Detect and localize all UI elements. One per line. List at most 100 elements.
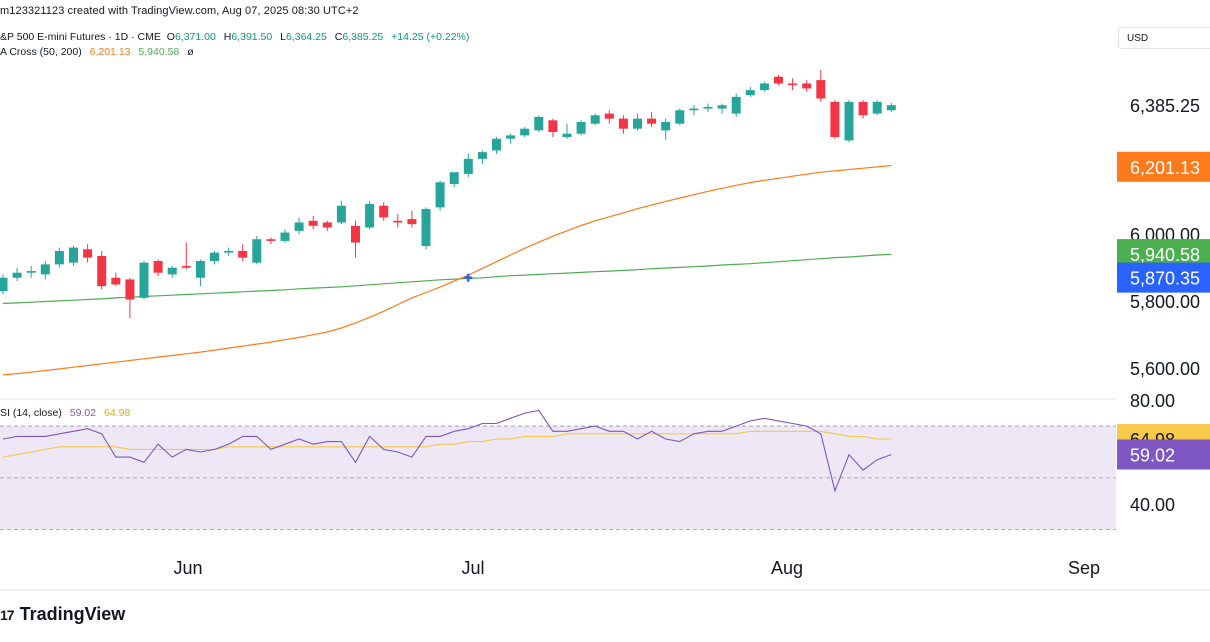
candle-body <box>506 135 516 139</box>
price-tag-ma_fast: 6,201.13 <box>1130 158 1200 178</box>
rsi-tag-rsi: 59.02 <box>1130 446 1175 466</box>
candle-body <box>266 239 276 241</box>
candle-body <box>520 128 530 136</box>
ma-slow-line <box>2 253 892 305</box>
candle-body <box>872 101 882 114</box>
candle-body <box>689 108 699 111</box>
candle-body <box>548 120 558 133</box>
candle-body <box>830 101 840 138</box>
candle-body <box>774 76 783 84</box>
candle-body <box>294 222 304 231</box>
candle-body <box>731 96 741 114</box>
high-label: H <box>223 31 232 43</box>
candle-body <box>379 205 389 218</box>
candle-body <box>604 113 614 119</box>
rsi-ma-line <box>2 430 892 458</box>
candle-body <box>12 272 22 278</box>
candle-body <box>153 261 163 273</box>
candle-body <box>40 264 50 275</box>
candle-body <box>477 152 487 159</box>
candle-body <box>125 279 135 300</box>
candle-body <box>858 101 868 116</box>
ma-cross-icon: ø <box>187 46 194 58</box>
rsi-axis-label: 40.00 <box>1130 495 1175 515</box>
ma-fast-value: 6,201.13 <box>89 46 131 58</box>
time-axis-label: Sep <box>1068 558 1100 578</box>
candle-body <box>759 83 769 91</box>
ma-legend[interactable]: A Cross (50, 200) 6,201.13 5,940.58 ø <box>0 46 199 58</box>
candle-body <box>421 209 431 246</box>
rsi-tag-rsi-bg <box>1117 439 1210 470</box>
candle-body <box>83 249 93 258</box>
candle-body <box>703 106 713 109</box>
candle-body <box>745 90 755 96</box>
candle-body <box>661 121 671 131</box>
candle-body <box>224 250 234 253</box>
tradingview-brand: TradingView <box>19 604 126 624</box>
tradingview-logo[interactable]: 17 TradingView <box>0 604 125 625</box>
candle-body <box>195 261 205 278</box>
price-axis-label: 5,600.00 <box>1130 359 1200 379</box>
candle-body <box>210 252 219 261</box>
time-axis-label: Jun <box>173 558 202 578</box>
candle-body <box>0 277 8 292</box>
candle-body <box>463 158 473 174</box>
close-value: 6,385.25 <box>342 31 384 43</box>
price-axis-label: 6,385.25 <box>1130 96 1200 116</box>
candle-body <box>26 271 36 273</box>
change-value: +14.25 (+0.22%) <box>391 31 470 43</box>
candle-body <box>788 83 798 86</box>
currency-selector[interactable]: USD <box>1118 27 1210 49</box>
candle-body <box>633 118 642 129</box>
price-tag-cross-bg <box>1117 262 1210 293</box>
low-label: L <box>280 31 286 43</box>
candle-body <box>618 118 628 129</box>
rsi-legend-value: 59.02 <box>69 407 97 419</box>
price-tag-cross: 5,870.35 <box>1130 269 1200 289</box>
candle-body <box>590 115 600 124</box>
symbol-legend: &P 500 E-mini Futures · 1D · CME O6,371.… <box>0 31 474 43</box>
candle-body <box>54 250 64 265</box>
chart-canvas[interactable]: 5,600.005,800.006,000.006,385.2580.0040.… <box>0 0 1210 600</box>
ma-slow-value: 5,940.58 <box>138 46 180 58</box>
rsi-ma-legend-value: 64.98 <box>103 407 131 419</box>
rsi-legend[interactable]: SI (14, close) 59.02 64.98 <box>0 407 135 419</box>
candle-body <box>675 110 685 124</box>
rsi-label: SI (14, close) <box>0 407 62 419</box>
candle-body <box>365 204 375 228</box>
ma-fast-line <box>2 164 892 376</box>
tradingview-logo-icon: 17 <box>0 606 15 623</box>
open-label: O <box>166 31 175 43</box>
candle-body <box>407 219 417 225</box>
attribution-text: m123321123 created with TradingView.com,… <box>0 5 359 17</box>
candle-body <box>238 250 248 258</box>
price-tag-ma_slow: 5,940.58 <box>1130 245 1200 265</box>
high-value: 6,391.50 <box>231 31 273 43</box>
candle-body <box>139 262 149 298</box>
price-tag-ma_fast-bg <box>1117 151 1210 182</box>
candle-body <box>435 182 445 208</box>
close-label: C <box>334 31 343 43</box>
candle-body <box>111 277 121 285</box>
candle-body <box>816 80 826 99</box>
time-axis-label: Aug <box>771 558 803 578</box>
candle-body <box>252 239 262 263</box>
candle-body <box>492 138 501 151</box>
candle-body <box>562 133 572 138</box>
candle-body <box>181 266 191 268</box>
time-axis-label: Jul <box>461 558 484 578</box>
candle-body <box>449 172 459 184</box>
candle-body <box>844 101 854 141</box>
candle-body <box>167 267 177 275</box>
candle-body <box>576 121 586 134</box>
candle-body <box>97 255 107 287</box>
candle-body <box>886 105 896 111</box>
candle-body <box>351 225 360 243</box>
rsi-axis-label: 80.00 <box>1130 391 1175 411</box>
candle-body <box>69 247 78 263</box>
candle-body <box>308 220 318 226</box>
golden-cross-marker <box>464 273 473 282</box>
symbol-title[interactable]: &P 500 E-mini Futures · 1D · CME <box>0 31 161 43</box>
low-value: 6,364.25 <box>285 31 327 43</box>
candle-body <box>534 116 544 131</box>
